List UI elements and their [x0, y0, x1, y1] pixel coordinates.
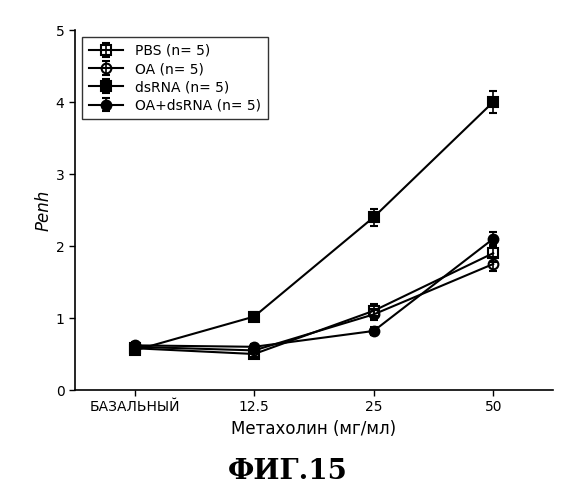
X-axis label: Метахолин (мг/мл): Метахолин (мг/мл) [232, 420, 396, 438]
Y-axis label: Penh: Penh [35, 190, 53, 230]
Text: ФИГ.15: ФИГ.15 [228, 458, 348, 485]
Legend: PBS (n= 5), OA (n= 5), dsRNA (n= 5), OA+dsRNA (n= 5): PBS (n= 5), OA (n= 5), dsRNA (n= 5), OA+… [82, 37, 267, 119]
